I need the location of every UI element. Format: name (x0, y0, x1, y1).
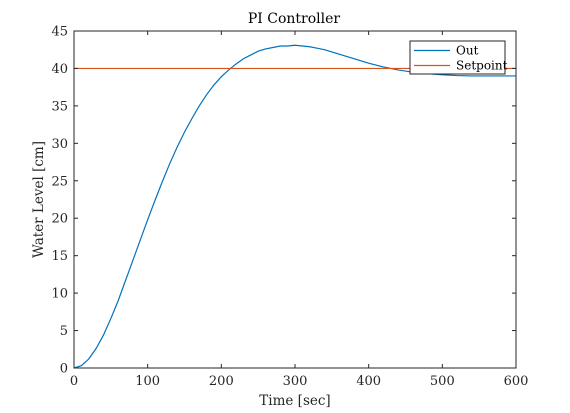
y-axis: 0 5 10 15 20 25 30 35 40 45 (51, 25, 516, 377)
x-tick-label: 100 (135, 374, 160, 389)
y-tick-label: 25 (51, 174, 68, 189)
y-tick-label: 45 (51, 25, 68, 40)
plot-area (74, 31, 516, 368)
legend-label-setpoint: Setpoint (456, 59, 508, 73)
y-tick-label: 40 (51, 62, 68, 77)
y-tick-label: 5 (60, 324, 68, 339)
x-tick-label: 600 (504, 374, 529, 389)
x-tick-label: 400 (356, 374, 381, 389)
y-tick-label: 20 (51, 212, 68, 227)
x-tick-label: 300 (283, 374, 308, 389)
y-tick-label: 30 (51, 137, 68, 152)
legend: Out Setpoint (409, 40, 508, 75)
legend-label-out: Out (456, 44, 479, 58)
y-tick-label: 35 (51, 99, 68, 114)
chart-title: PI Controller (248, 11, 341, 27)
x-tick-label: 0 (70, 374, 78, 389)
x-tick-label: 200 (209, 374, 234, 389)
y-tick-label: 15 (51, 249, 68, 264)
y-tick-label: 0 (60, 362, 68, 377)
x-axis-label: Time [sec] (259, 393, 330, 409)
x-tick-label: 500 (430, 374, 455, 389)
legend-box (409, 40, 506, 75)
x-axis: 0 100 200 300 400 500 600 (70, 31, 529, 389)
y-tick-label: 10 (51, 287, 68, 302)
y-axis-label: Water Level [cm] (31, 141, 47, 258)
